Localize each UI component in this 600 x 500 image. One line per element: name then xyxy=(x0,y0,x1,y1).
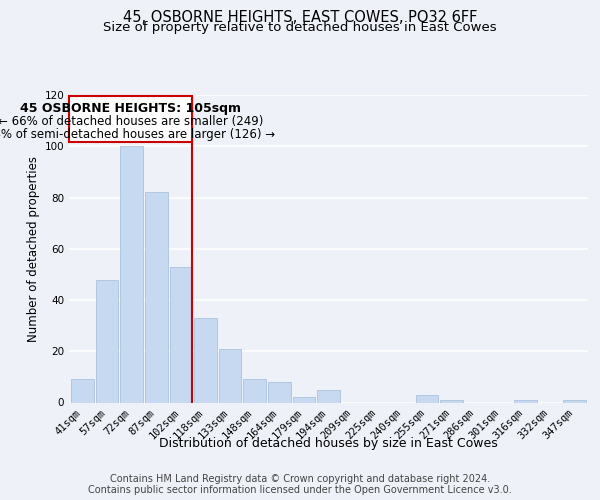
Bar xyxy=(440,400,463,402)
Bar xyxy=(244,380,266,402)
Bar xyxy=(96,280,118,402)
Text: Size of property relative to detached houses in East Cowes: Size of property relative to detached ho… xyxy=(103,21,497,34)
Text: Contains public sector information licensed under the Open Government Licence v3: Contains public sector information licen… xyxy=(88,485,512,495)
Bar xyxy=(416,395,438,402)
Text: 34% of semi-detached houses are larger (126) →: 34% of semi-detached houses are larger (… xyxy=(0,128,275,141)
Text: Distribution of detached houses by size in East Cowes: Distribution of detached houses by size … xyxy=(160,438,498,450)
Text: Contains HM Land Registry data © Crown copyright and database right 2024.: Contains HM Land Registry data © Crown c… xyxy=(110,474,490,484)
Bar xyxy=(563,400,586,402)
Bar xyxy=(145,192,167,402)
Text: 45, OSBORNE HEIGHTS, EAST COWES, PO32 6FF: 45, OSBORNE HEIGHTS, EAST COWES, PO32 6F… xyxy=(123,10,477,25)
Bar xyxy=(194,318,217,402)
Bar xyxy=(317,390,340,402)
Bar xyxy=(514,400,536,402)
Bar xyxy=(71,380,94,402)
Bar xyxy=(293,398,315,402)
Bar xyxy=(219,348,241,403)
Y-axis label: Number of detached properties: Number of detached properties xyxy=(27,156,40,342)
Bar xyxy=(69,96,192,142)
Text: 45 OSBORNE HEIGHTS: 105sqm: 45 OSBORNE HEIGHTS: 105sqm xyxy=(20,102,241,115)
Bar xyxy=(268,382,290,402)
Bar xyxy=(170,266,192,402)
Text: ← 66% of detached houses are smaller (249): ← 66% of detached houses are smaller (24… xyxy=(0,115,263,128)
Bar xyxy=(121,146,143,403)
